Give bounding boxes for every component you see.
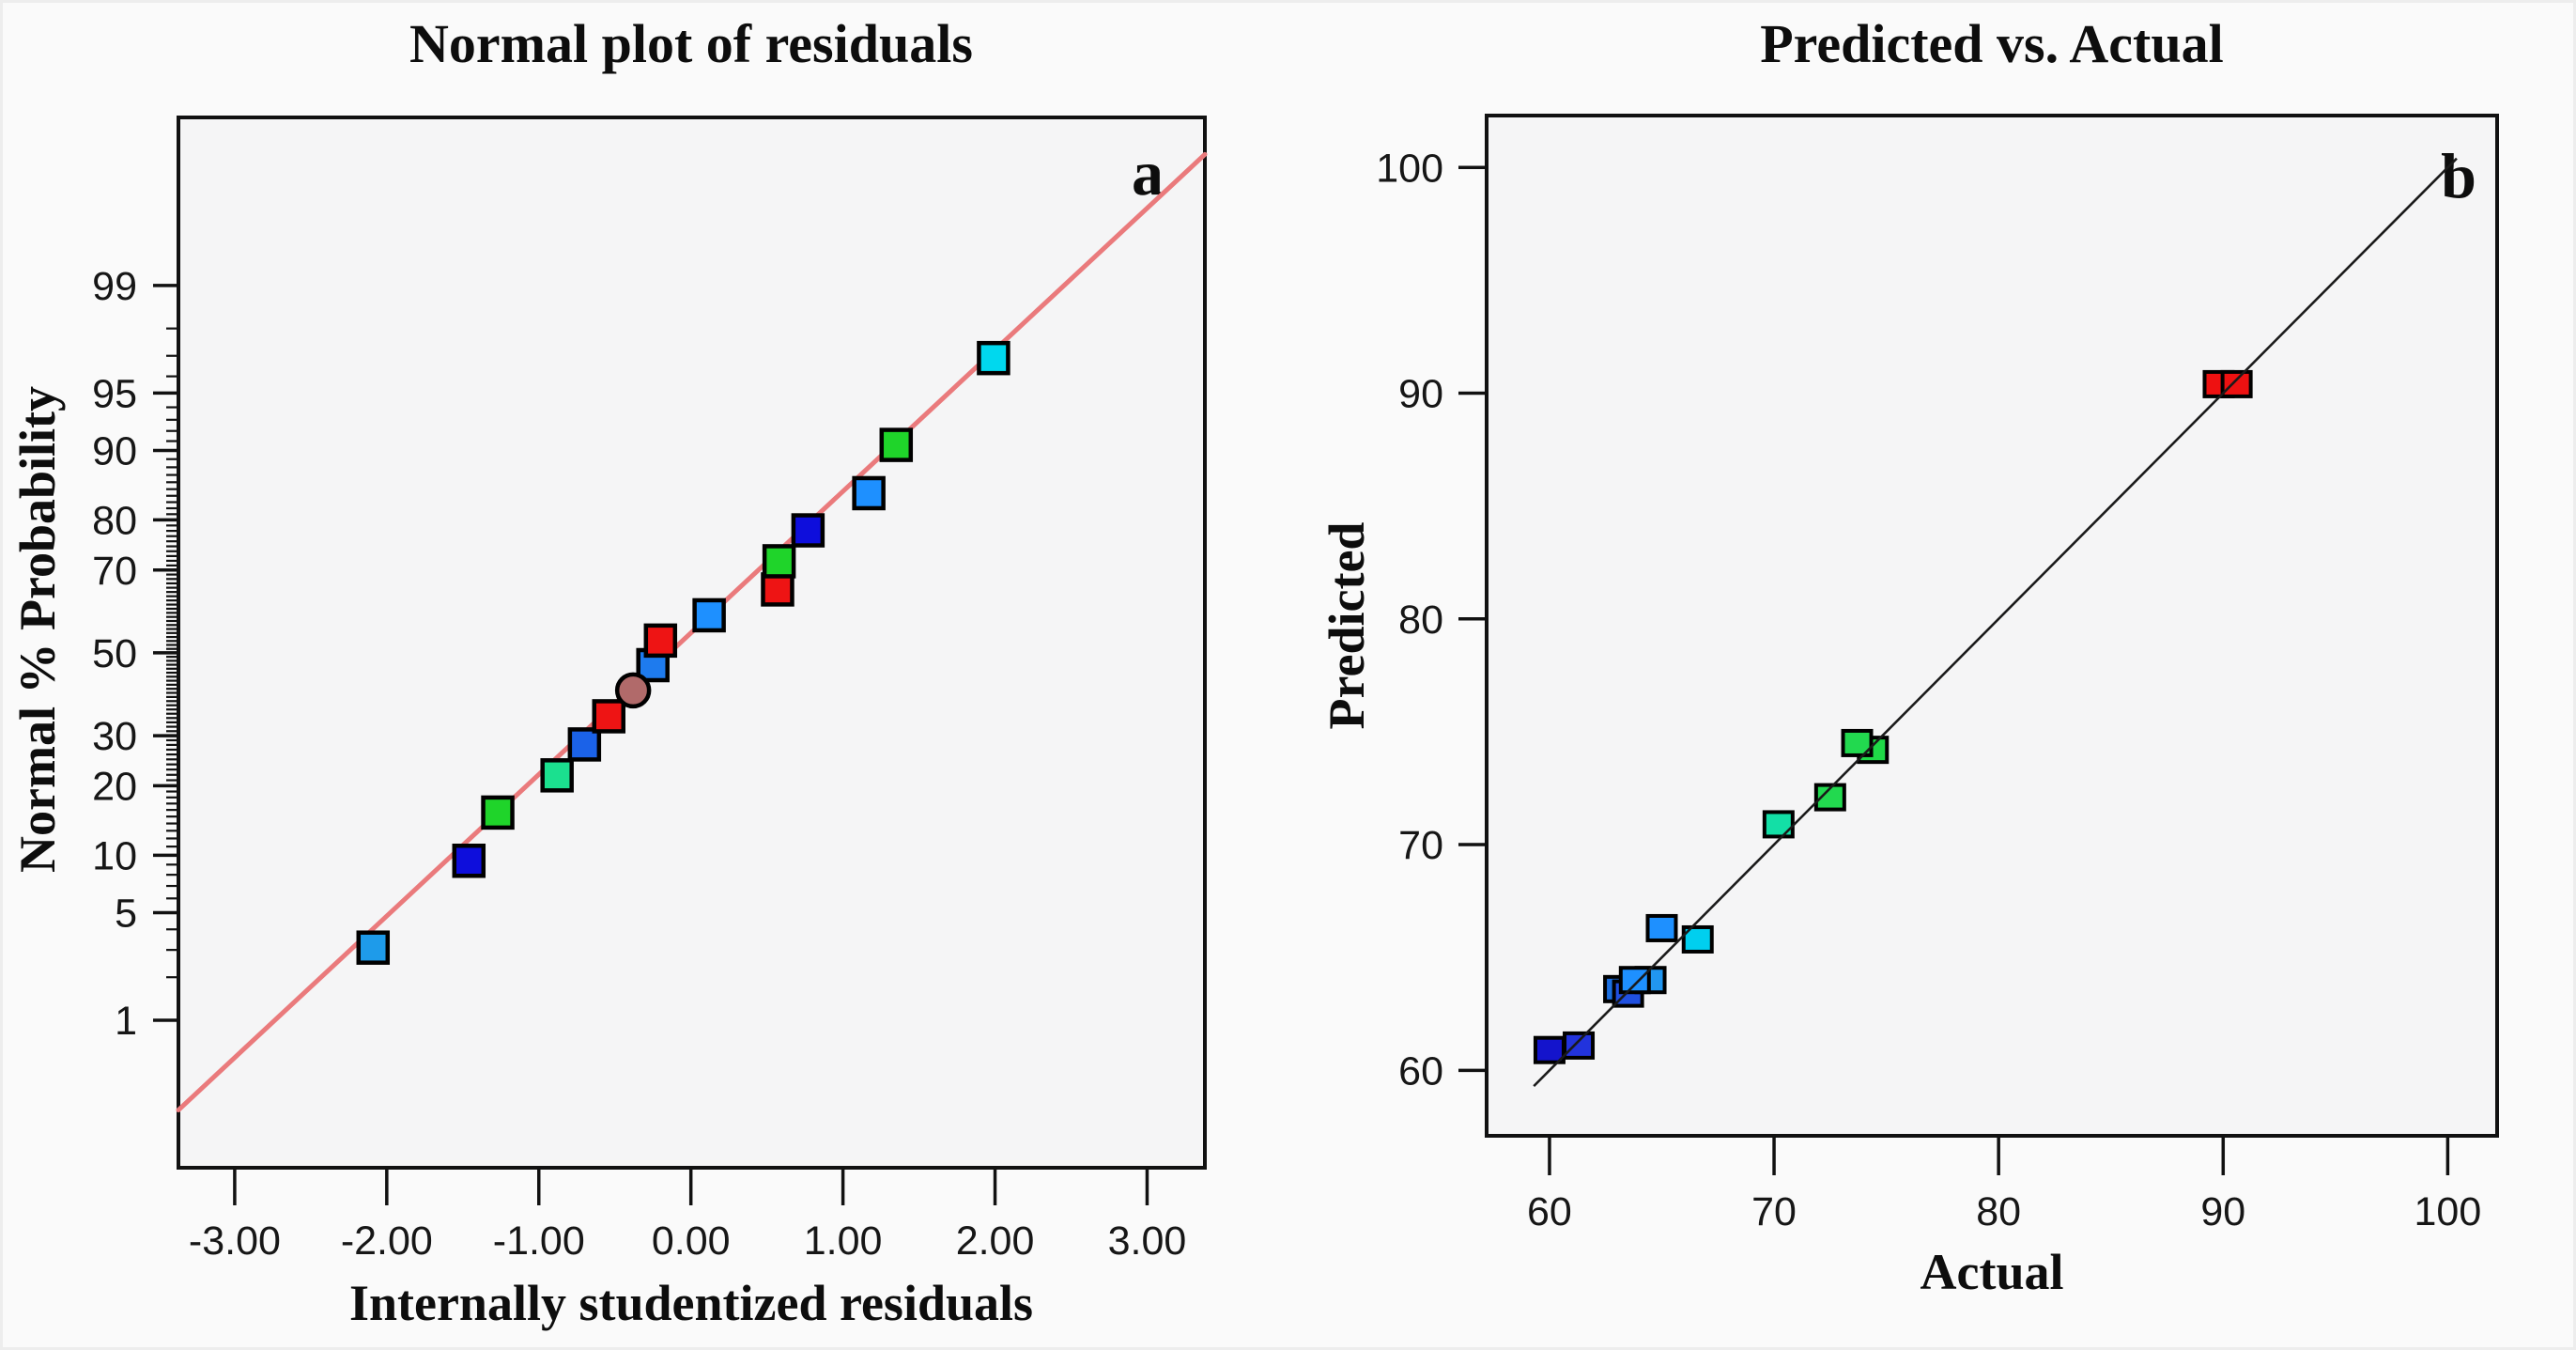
x-tick-label: 70 — [1751, 1189, 1797, 1234]
panel-b-x-axis-ticks: 60 70 80 90 100 — [1527, 1136, 2481, 1234]
data-point-square — [540, 758, 574, 793]
y-tick-label: 90 — [92, 428, 137, 473]
panel-b: Predicted vs. Actual b 60 70 80 90 100 60 70 8… — [1319, 13, 2499, 1300]
x-tick-label: -1.00 — [493, 1218, 585, 1264]
data-point-square — [592, 699, 626, 734]
panel-a-title: Normal plot of residuals — [409, 13, 973, 74]
y-tick-label: 100 — [1376, 146, 1443, 191]
panel-a-y-axis-ticks: 1 5 10 20 30 50 70 80 90 95 99 — [92, 264, 178, 1044]
panel-b-x-axis-label: Actual — [1920, 1244, 2064, 1300]
y-tick-label: 10 — [92, 833, 137, 878]
x-tick-label: 0.00 — [652, 1218, 731, 1264]
data-point-square — [762, 544, 796, 579]
y-tick-label: 99 — [92, 264, 137, 309]
x-tick-label: 2.00 — [956, 1218, 1035, 1264]
normal-fit-line — [176, 151, 1208, 1113]
panel-a-x-axis-ticks: -3.00 -2.00 -1.00 0.00 1.00 2.00 3.00 — [189, 1168, 1186, 1264]
panel-b-y-axis-label: Predicted — [1319, 522, 1375, 730]
y-tick-label: 50 — [92, 631, 137, 676]
data-point-square — [852, 475, 886, 511]
panel-a: Normal plot of residuals a 1510203050708… — [9, 13, 1208, 1331]
data-point-square — [879, 427, 914, 462]
panel-b-title: Predicted vs. Actual — [1760, 13, 2223, 74]
data-point-square — [452, 844, 486, 878]
y-tick-label: 1 — [115, 999, 137, 1044]
panel-b-corner-label: b — [2441, 140, 2476, 211]
x-tick-label: 3.00 — [1108, 1218, 1187, 1264]
panel-a-data-layer — [176, 151, 1208, 1113]
y-tick-label: 70 — [1398, 823, 1443, 868]
data-point-square — [481, 795, 515, 830]
y-tick-label: 30 — [92, 714, 137, 759]
data-point-circle — [614, 672, 652, 709]
y-tick-label: 5 — [115, 891, 137, 936]
data-point-square — [356, 930, 391, 965]
data-point-square — [1618, 966, 1651, 995]
data-point-square — [2220, 369, 2253, 398]
x-tick-label: 100 — [2414, 1189, 2482, 1234]
panel-a-x-axis-label: Internally studentized residuals — [349, 1275, 1033, 1331]
identity-line — [1533, 157, 2458, 1088]
x-tick-label: 1.00 — [804, 1218, 883, 1264]
data-point-square — [643, 623, 678, 659]
data-point-square — [1762, 810, 1795, 839]
y-tick-label: 80 — [92, 498, 137, 543]
panel-b-y-axis-ticks: 60 70 80 90 100 — [1376, 146, 1487, 1094]
panel-a-y-axis-label: Normal % Probability — [9, 386, 66, 873]
data-point-square — [1563, 1031, 1596, 1060]
y-tick-label: 90 — [1398, 372, 1443, 417]
y-tick-label: 80 — [1398, 597, 1443, 643]
data-point-square — [977, 340, 1010, 376]
data-point-square — [791, 513, 825, 548]
y-tick-label: 95 — [92, 371, 137, 416]
data-point-square — [692, 597, 726, 633]
data-point-square — [1645, 913, 1678, 942]
x-tick-label: -2.00 — [341, 1218, 433, 1264]
y-tick-label: 70 — [92, 549, 137, 594]
x-tick-label: -3.00 — [189, 1218, 281, 1264]
data-point-square — [1681, 924, 1714, 954]
x-tick-label: 80 — [1976, 1189, 2021, 1234]
data-point-square — [567, 727, 602, 762]
y-tick-label: 20 — [92, 764, 137, 809]
x-tick-label: 60 — [1527, 1189, 1572, 1234]
panel-a-plot-area — [177, 116, 1207, 1170]
x-tick-label: 90 — [2200, 1189, 2245, 1234]
y-tick-label: 60 — [1398, 1048, 1443, 1094]
data-point-square — [1533, 1035, 1566, 1064]
panel-b-data-layer — [1533, 157, 2458, 1088]
data-point-square — [761, 572, 794, 607]
